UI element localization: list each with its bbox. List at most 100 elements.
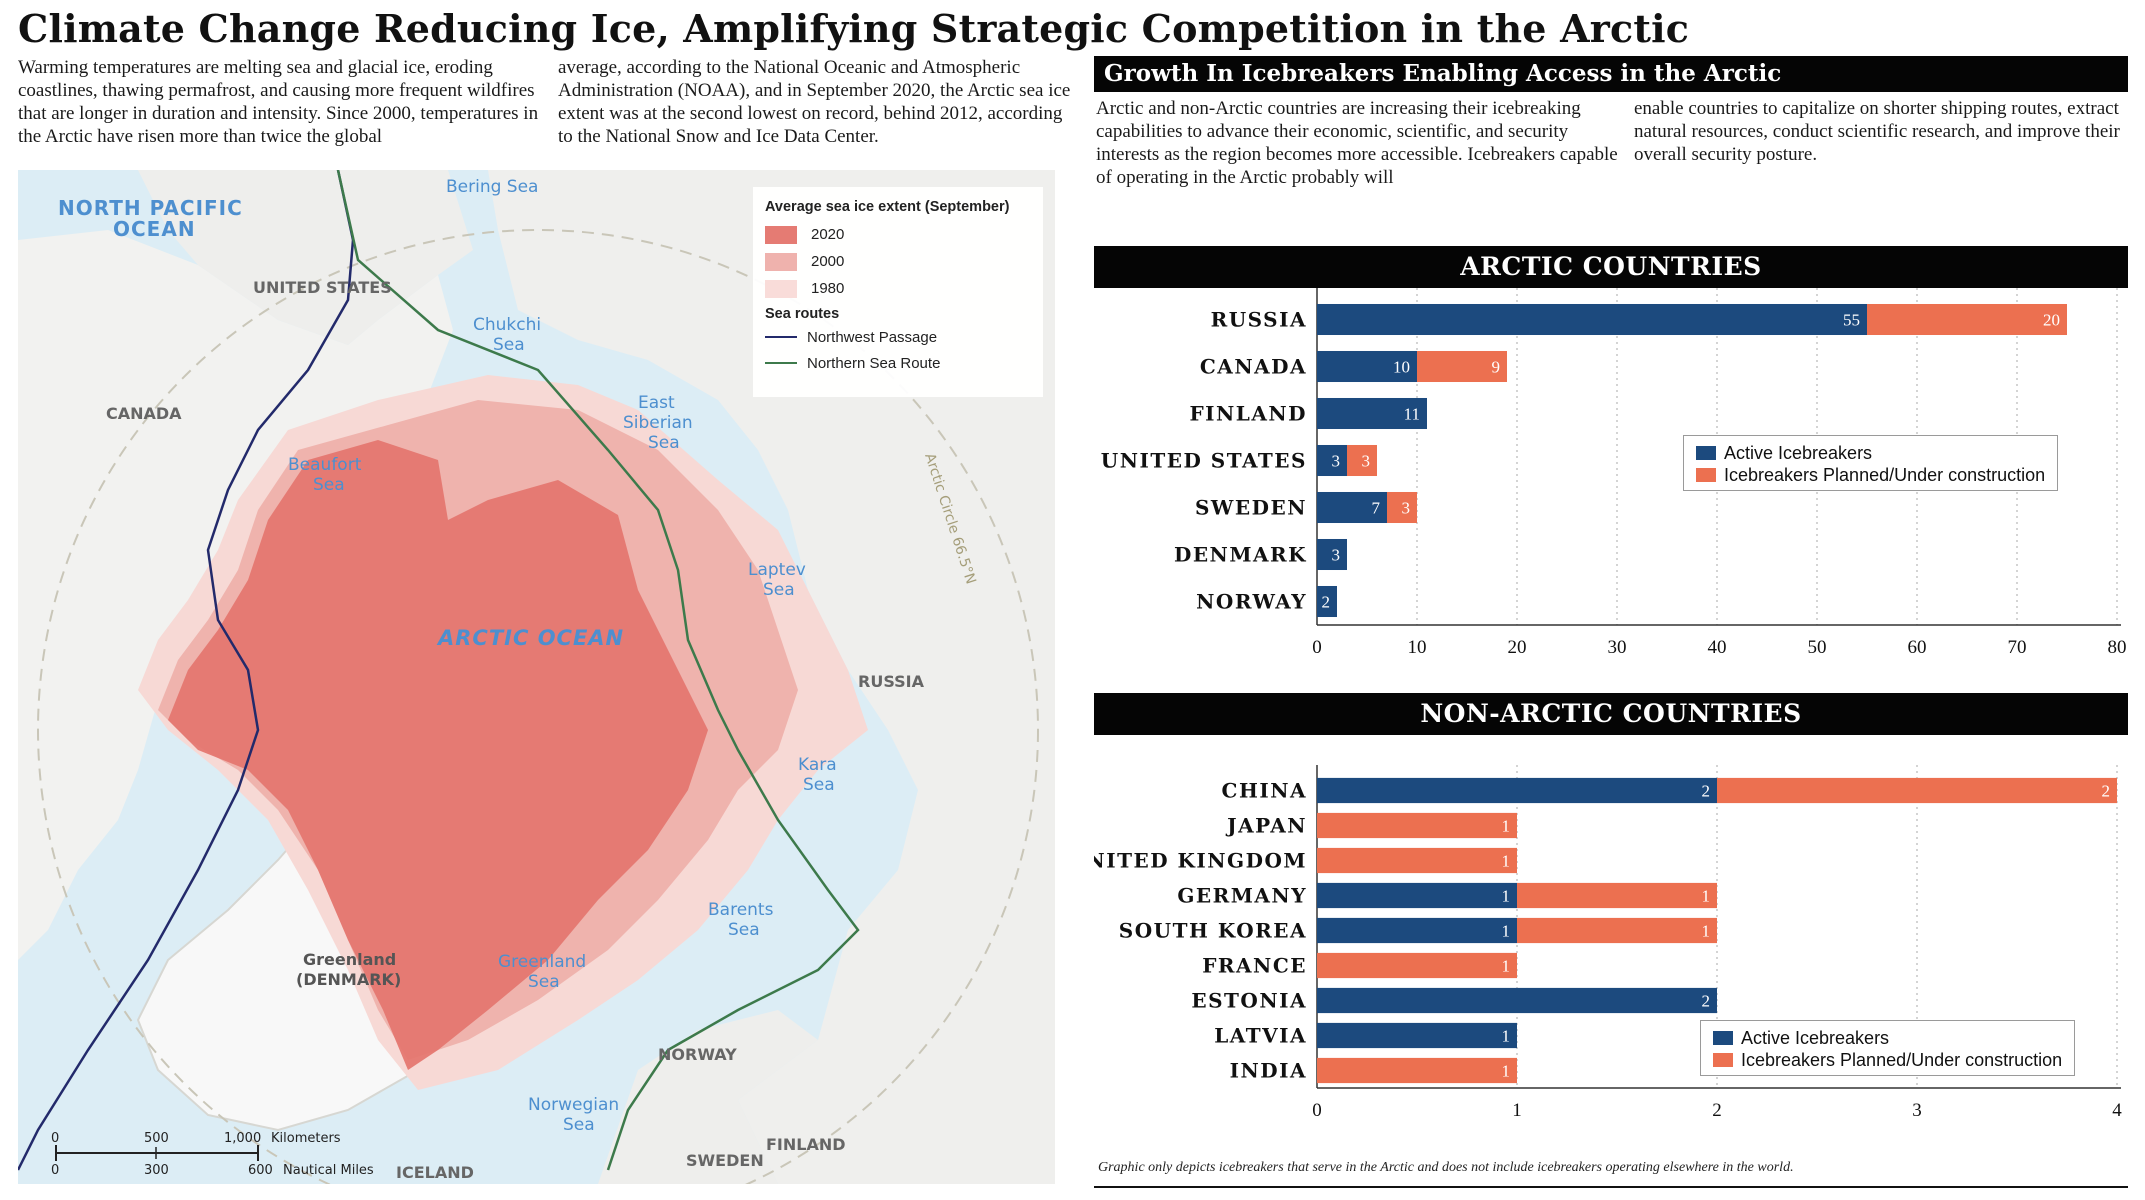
bar-planned-value: 1	[1502, 817, 1511, 836]
scale-nm-0: 0	[51, 1163, 59, 1178]
russia-land	[488, 170, 1055, 1184]
x-tick-label: 2	[1712, 1100, 1722, 1121]
label-greenland-denmark: (DENMARK)	[296, 970, 401, 989]
label-beaufort-1: Beaufort	[288, 455, 362, 475]
x-tick-label: 4	[2112, 1100, 2122, 1121]
arctic-countries-heading: ARCTIC COUNTRIES	[1094, 246, 2128, 288]
label-east-siberian-1: East	[638, 393, 675, 413]
bar-active-value: 1	[1502, 922, 1511, 941]
label-russia: RUSSIA	[858, 672, 925, 691]
non-arctic-chart-legend: Active Icebreakers Icebreakers Planned/U…	[1700, 1020, 2076, 1076]
bar-planned-value: 1	[1702, 922, 1711, 941]
x-tick-label: 40	[1708, 637, 1727, 658]
label-greenland-sea-1: Greenland	[498, 952, 586, 972]
bar-planned	[1387, 491, 1417, 524]
bar-active-value: 11	[1404, 405, 1420, 424]
label-iceland: ICELAND	[396, 1163, 474, 1182]
routes-legend-title: Sea routes	[765, 306, 840, 322]
label-united-states: UNITED STATES	[253, 278, 392, 297]
label-north-pacific: NORTH PACIFIC	[58, 196, 243, 220]
label-kara-1: Kara	[798, 755, 837, 775]
map-scale-bar: 0 500 1,000 Kilometers 0 300 600 Nautica…	[51, 1131, 374, 1178]
bar-active	[1317, 882, 1517, 909]
ice-2020-swatch	[765, 225, 797, 244]
bar-planned-value: 1	[1502, 957, 1511, 976]
bar-planned-value: 2	[2102, 782, 2111, 801]
category-label: DENMARK	[1174, 543, 1307, 567]
map-legend-title: Average sea ice extent (September)	[765, 199, 1010, 215]
bar-active	[1317, 444, 1347, 477]
category-label: LATVIA	[1214, 1024, 1307, 1048]
northwest-passage-route	[18, 170, 355, 1171]
category-label: FINLAND	[1189, 402, 1307, 426]
ice-1980-swatch	[765, 279, 797, 298]
category-label: CANADA	[1200, 355, 1307, 379]
bar-active-value: 55	[1843, 311, 1860, 330]
arctic-countries-chart: 0 10 20 30 40 50 60 70 80 RUSSIA 55 20 CANADA 10 9 FINL…	[1101, 288, 2127, 658]
bar-active-value: 1	[1502, 1027, 1511, 1046]
category-label: CHINA	[1222, 779, 1307, 803]
scale-nm-label: Nautical Miles	[283, 1163, 374, 1178]
bar-planned-value: 3	[1402, 499, 1411, 518]
x-tick-label: 1	[1512, 1100, 1522, 1121]
bottom-rule	[1094, 1186, 2128, 1188]
legend-planned-label-2: Icebreakers Planned/Under construction	[1741, 1049, 2063, 1070]
x-tick-label: 30	[1608, 637, 1627, 658]
arctic-chart-legend: Active Icebreakers Icebreakers Planned/U…	[1683, 435, 2059, 491]
category-label: INDIA	[1230, 1059, 1307, 1083]
label-kara-2: Sea	[803, 775, 835, 795]
bar-active	[1317, 350, 1417, 383]
map-legend-1980: 1980	[765, 275, 1031, 302]
non-arctic-countries-chart: 0 1 2 3 4 CHINA 2 2 JAPAN 1 UNITED KINGDOM 1 GERMANY…	[1094, 765, 2122, 1121]
non-arctic-countries-heading: NON-ARCTIC COUNTRIES	[1094, 693, 2128, 735]
scale-km-label: Kilometers	[271, 1131, 341, 1146]
bar-planned-value: 9	[1492, 358, 1501, 377]
planned-swatch-2	[1713, 1053, 1733, 1067]
x-tick-label: 0	[1312, 1100, 1322, 1121]
bar-active-value: 1	[1502, 887, 1511, 906]
bar-planned	[1317, 812, 1517, 839]
bar-planned	[1317, 1057, 1517, 1084]
category-label: SOUTH KOREA	[1119, 919, 1307, 943]
label-east-siberian-2: Siberian	[623, 413, 693, 433]
arctic-circle	[37, 229, 1039, 1184]
northern-sea-route	[336, 170, 860, 1171]
map-legend: Average sea ice extent (September) 2020 …	[753, 187, 1043, 397]
scandinavia-land	[598, 1010, 818, 1184]
intro-text-right: average, according to the National Ocean…	[558, 57, 1071, 147]
bar-planned	[1347, 444, 1377, 477]
label-greenland-sea-2: Sea	[528, 972, 560, 992]
label-barents-1: Barents	[708, 900, 774, 920]
label-greenland: Greenland	[303, 950, 396, 969]
alaska-land	[138, 170, 473, 345]
label-arctic-ocean: ARCTIC OCEAN	[436, 626, 624, 650]
label-barents-2: Sea	[728, 920, 760, 940]
icebreaker-section-heading: Growth In Icebreakers Enabling Access in…	[1094, 56, 2128, 92]
map-legend-2020: 2020	[765, 221, 1031, 248]
label-laptev-1: Laptev	[748, 560, 806, 580]
label-beaufort-2: Sea	[313, 475, 345, 495]
bar-active	[1317, 1022, 1517, 1049]
x-tick-label: 50	[1808, 637, 1827, 658]
bar-active-value: 2	[1702, 992, 1711, 1011]
northwest-passage-swatch	[765, 336, 797, 338]
label-chukchi-1: Chukchi	[473, 315, 541, 335]
active-swatch-2	[1713, 1031, 1733, 1045]
ice-2020-label: 2020	[811, 226, 845, 243]
northern-sea-route-label: Northern Sea Route	[807, 354, 941, 372]
legend-active-label-2: Active Icebreakers	[1741, 1027, 1890, 1048]
ice-2000-label: 2000	[811, 253, 845, 270]
label-laptev-2: Sea	[763, 580, 795, 600]
page-title: Climate Change Reducing Ice, Amplifying …	[18, 6, 1690, 51]
category-label: FRANCE	[1202, 954, 1307, 978]
bar-active	[1317, 987, 1717, 1014]
legend-active-label: Active Icebreakers	[1724, 442, 1873, 463]
bar-planned-value: 20	[2043, 311, 2060, 330]
ice-1980-label: 1980	[811, 280, 845, 297]
bar-planned-value: 1	[1502, 1062, 1511, 1081]
legend-planned-label: Icebreakers Planned/Under construction	[1724, 464, 2046, 485]
x-tick-label: 70	[2008, 637, 2027, 658]
bar-active	[1317, 777, 1717, 804]
category-label: NORWAY	[1196, 590, 1307, 614]
bar-active	[1317, 538, 1347, 571]
